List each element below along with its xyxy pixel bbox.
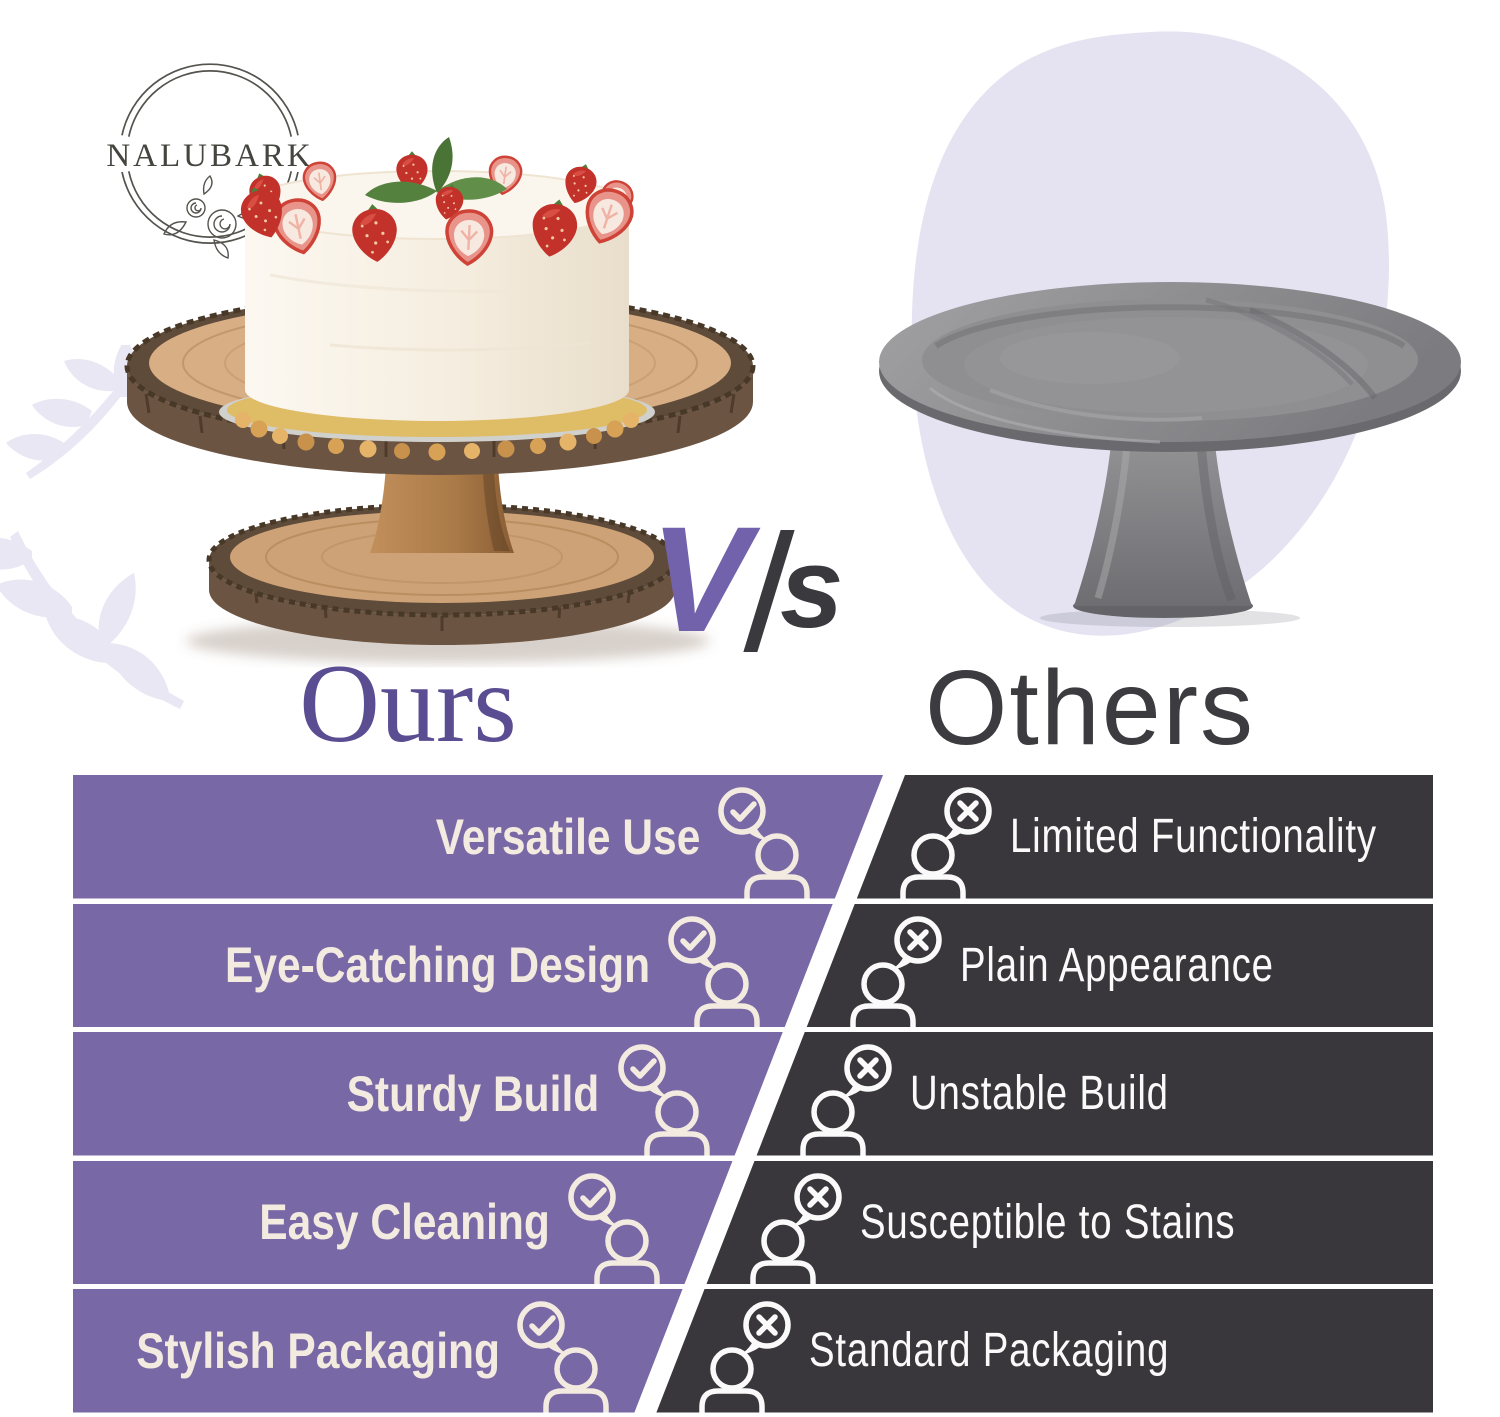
x-bubble-person-icon <box>699 1301 792 1413</box>
ours-heading: Ours <box>299 642 517 766</box>
x-bubble-person-icon <box>799 1044 892 1156</box>
versus-v: V <box>650 495 751 663</box>
x-bubble-person-icon <box>900 787 992 899</box>
comparison-row: Easy Cleaning <box>73 1160 1433 1284</box>
comparison-row: Stylish Packaging <box>73 1289 1433 1413</box>
others-feature-label: Standard Packaging <box>809 1324 1170 1378</box>
others-feature-label: Plain Appearance <box>959 938 1274 992</box>
ours-feature-label: Eye-Catching Design <box>224 937 650 994</box>
check-bubble-person-icon <box>517 1301 610 1413</box>
comparison-table: Versatile Use <box>73 775 1433 1415</box>
ours-feature-label: Sturdy Build <box>347 1065 600 1122</box>
ours-cell: Easy Cleaning <box>73 1160 733 1284</box>
comparison-row: Sturdy Build <box>73 1032 1433 1156</box>
x-bubble-person-icon <box>850 915 942 1027</box>
others-feature-label: Susceptible to Stains <box>859 1195 1235 1249</box>
ours-product-image <box>124 137 756 663</box>
others-cell: Plain Appearance <box>806 903 1433 1027</box>
check-bubble-person-icon <box>567 1172 660 1284</box>
check-bubble-person-icon <box>617 1044 710 1156</box>
ours-cell: Stylish Packaging <box>73 1289 683 1413</box>
versus-mark: V s <box>650 504 890 654</box>
others-cell: Susceptible to Stains <box>706 1160 1433 1284</box>
others-cell: Standard Packaging <box>656 1289 1433 1413</box>
others-cell: Limited Functionality <box>856 775 1433 899</box>
others-product-image <box>879 282 1461 627</box>
brand-logo: NALUBARK <box>92 46 332 266</box>
leaf-decoration <box>0 345 184 709</box>
comparison-row: Versatile Use <box>73 775 1433 899</box>
ours-feature-label: Stylish Packaging <box>135 1322 500 1379</box>
ours-feature-label: Versatile Use <box>435 808 700 865</box>
comparison-row: Eye-Catching Design <box>73 903 1433 1027</box>
brand-name-text: NALUBARK <box>106 138 313 174</box>
ours-feature-label: Easy Cleaning <box>259 1194 550 1251</box>
others-heading: Others <box>924 649 1256 767</box>
ours-cell: Eye-Catching Design <box>73 903 833 1027</box>
x-bubble-person-icon <box>749 1172 842 1284</box>
ours-cell: Versatile Use <box>73 775 883 899</box>
others-cell: Unstable Build <box>756 1032 1433 1156</box>
check-bubble-person-icon <box>668 915 760 1027</box>
ours-cell: Sturdy Build <box>73 1032 783 1156</box>
check-bubble-person-icon <box>718 787 810 899</box>
others-feature-label: Unstable Build <box>909 1067 1169 1121</box>
versus-s: s <box>780 525 844 652</box>
others-feature-label: Limited Functionality <box>1009 810 1377 864</box>
